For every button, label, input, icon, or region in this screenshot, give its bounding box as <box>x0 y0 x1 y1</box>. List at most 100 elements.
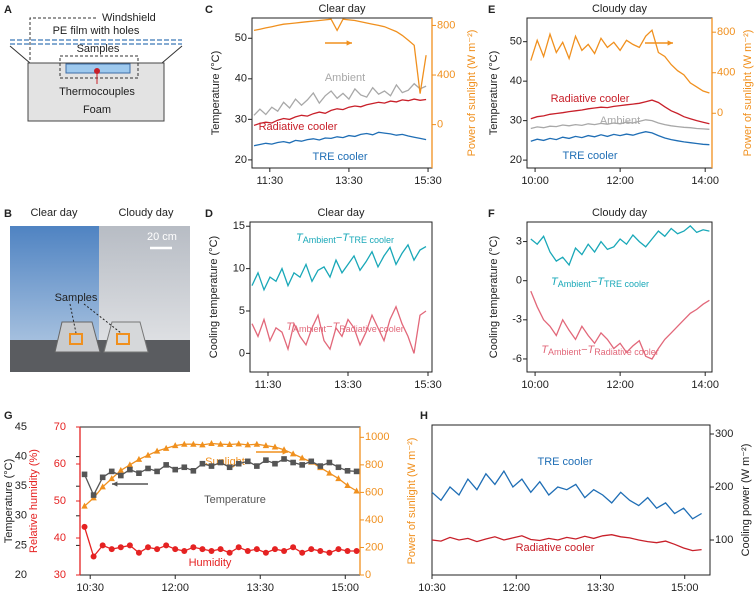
label: Samples <box>55 292 98 304</box>
series-label: Radiative cooler <box>516 542 595 554</box>
series-line <box>530 99 710 125</box>
series-line <box>253 131 427 147</box>
series-line <box>253 98 427 127</box>
marker <box>235 440 242 447</box>
x-tick-label: 12:00 <box>606 379 634 391</box>
series-label-part: Radiative cooler <box>594 347 659 357</box>
marker <box>145 544 152 551</box>
marker <box>208 463 215 469</box>
arrow-head <box>667 40 673 46</box>
marker <box>108 546 115 553</box>
series-line <box>251 243 427 292</box>
marker <box>226 549 233 556</box>
y-tick-label: 25 <box>15 539 27 551</box>
marker <box>263 457 269 463</box>
series-label-part: T <box>286 321 294 333</box>
marker <box>136 470 142 476</box>
marker <box>281 547 288 554</box>
marker <box>172 466 179 473</box>
marker <box>235 544 242 551</box>
marker <box>208 440 215 447</box>
series-label: Radiative cooler <box>259 121 338 133</box>
marker <box>271 546 278 553</box>
marker <box>162 444 170 451</box>
x-tick-label: 11:30 <box>256 175 283 187</box>
y-tick-label: 40 <box>235 73 247 85</box>
axis-label: Cooling temperature (°C) <box>208 236 220 358</box>
series-label: Temperature <box>204 494 266 506</box>
series-label: Humidity <box>189 557 232 569</box>
marker <box>90 492 97 498</box>
marker <box>90 553 97 560</box>
marker <box>244 441 251 448</box>
series-label-part: T <box>551 276 559 288</box>
marker <box>108 475 115 482</box>
panel-letter: E <box>488 4 495 16</box>
marker <box>262 442 270 449</box>
y-tick-label: 0 <box>365 569 371 581</box>
marker <box>99 483 106 490</box>
marker <box>353 487 360 494</box>
chart-title: Clear day <box>317 207 365 219</box>
y-tick-label: 50 <box>510 36 522 48</box>
y-tick-label: 30 <box>54 569 66 581</box>
panel-letter: G <box>4 410 13 422</box>
y-tick-label: 0 <box>516 275 522 287</box>
x-tick-label: 12:00 <box>502 582 530 594</box>
marker <box>235 460 242 467</box>
marker <box>144 451 152 458</box>
arrow-head <box>112 481 118 487</box>
marker <box>117 466 125 473</box>
x-tick-label: 15:30 <box>414 379 442 391</box>
marker <box>135 549 142 556</box>
panel-letter: B <box>4 208 12 220</box>
marker <box>126 542 133 549</box>
label: PE film with holes <box>53 25 140 37</box>
marker <box>353 468 360 475</box>
marker <box>181 547 188 554</box>
marker <box>299 549 306 556</box>
panel-letter: H <box>420 410 428 422</box>
y-tick-label: 30 <box>510 115 522 127</box>
panel-letter: D <box>205 208 213 220</box>
y-tick-label: 60 <box>54 458 66 470</box>
sample <box>116 333 130 345</box>
marker <box>145 465 151 472</box>
marker <box>126 461 134 468</box>
marker <box>262 549 269 556</box>
device <box>54 321 101 353</box>
plot-frame <box>526 221 713 373</box>
series-label: TAmbient−TTRE cooler <box>296 232 394 245</box>
plot-frame <box>249 221 433 373</box>
marker <box>199 441 206 448</box>
marker <box>208 547 215 554</box>
x-tick-label: 14:00 <box>691 175 719 187</box>
marker <box>190 468 197 474</box>
x-tick-label: 13:30 <box>335 175 363 187</box>
x-tick-label: 14:00 <box>691 379 719 391</box>
series-label: Radiative cooler <box>551 93 630 105</box>
y-tick-label: -6 <box>512 353 522 365</box>
x-tick-label: 10:30 <box>76 582 104 594</box>
marker <box>244 458 251 465</box>
marker <box>154 468 160 475</box>
y-tick-label: 40 <box>510 75 522 87</box>
series-label: TRE cooler <box>537 456 592 468</box>
series-line <box>431 534 702 552</box>
y-tick-label: 40 <box>15 451 27 463</box>
series-label: Ambient <box>325 72 365 84</box>
marker <box>253 546 260 553</box>
series-label: Ambient <box>600 115 640 127</box>
panel-letter: F <box>488 208 495 220</box>
marker <box>344 547 351 554</box>
series-label-part: Ambient <box>303 235 337 245</box>
marker <box>217 440 224 447</box>
marker <box>99 542 106 549</box>
marker <box>317 463 324 469</box>
series-line <box>530 119 710 130</box>
y-tick-label: 45 <box>15 421 27 433</box>
label: Clear day <box>30 207 78 219</box>
chart-title: Cloudy day <box>592 207 648 219</box>
marker <box>154 546 161 553</box>
